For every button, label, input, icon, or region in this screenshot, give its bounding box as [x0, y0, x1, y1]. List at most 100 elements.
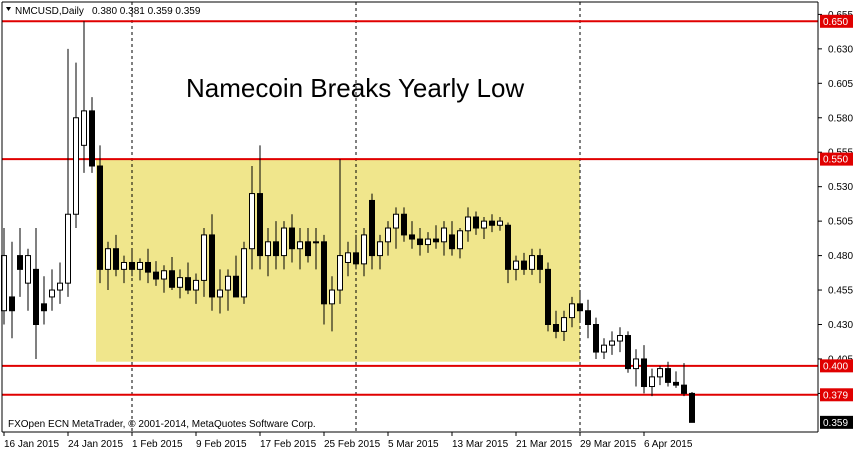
candle [473, 211, 479, 235]
candle-body-up [241, 248, 247, 298]
candle-body-up [393, 213, 399, 229]
candle [41, 276, 47, 325]
candle [257, 145, 263, 270]
candle [625, 331, 631, 373]
price-tick-label: 0.580 [828, 113, 853, 124]
candle [665, 361, 671, 387]
candle-body-down [665, 368, 671, 383]
candle [369, 193, 375, 270]
candle-body-up [177, 277, 183, 288]
candle-body-up [457, 230, 463, 250]
candle [409, 221, 415, 249]
candle [649, 368, 655, 397]
candle [321, 234, 327, 325]
candle [185, 262, 191, 295]
candle-body-up [281, 227, 287, 257]
candle-body-up [345, 252, 351, 263]
time-tick-label: 16 Jan 2015 [4, 439, 59, 450]
candle-body-up [425, 238, 431, 246]
candle [265, 228, 271, 277]
time-tick-label: 5 Mar 2015 [388, 439, 439, 450]
symbol-label: NMCUSD,Daily [15, 6, 84, 17]
candle [681, 363, 687, 397]
candle [329, 276, 335, 332]
candle [25, 248, 31, 311]
level-badge-bg [820, 152, 853, 166]
candle-body-down [473, 216, 479, 229]
time-tick-label: 24 Jan 2015 [68, 439, 123, 450]
time-tick-label: 13 Mar 2015 [452, 439, 509, 450]
candle-body-down [185, 277, 191, 291]
candle-body-up [465, 216, 471, 232]
candle [601, 338, 607, 359]
candle [497, 217, 503, 231]
candle [641, 345, 647, 394]
price-tick-label: 0.505 [828, 217, 853, 228]
candle [361, 228, 367, 277]
footer-copyright: FXOpen ECN MetaTrader, © 2001-2014, Meta… [8, 419, 316, 430]
level-badge: 0.650 [820, 14, 853, 28]
candle [273, 221, 279, 270]
candle [225, 269, 231, 311]
candle [385, 221, 391, 256]
candle [57, 262, 63, 304]
candle [145, 248, 151, 284]
time-tick-label: 21 Mar 2015 [516, 439, 573, 450]
candle-body-down [273, 241, 279, 257]
candle-body-down [449, 234, 455, 250]
candle-body-down [417, 238, 423, 246]
candle [217, 269, 223, 314]
candle [449, 221, 455, 256]
candle [521, 252, 527, 275]
candle [377, 234, 383, 270]
candle-body-up [617, 335, 623, 342]
level-badge: 0.400 [820, 359, 853, 373]
candle-body-down [153, 271, 159, 280]
candle-body-down [681, 384, 687, 394]
candle [161, 265, 167, 293]
time-tick-label: 9 Feb 2015 [196, 439, 247, 450]
dropdown-triangle-icon[interactable] [6, 7, 11, 11]
candle [569, 296, 575, 328]
candle-body-up [225, 275, 231, 291]
candle [281, 221, 287, 270]
candle [113, 234, 119, 277]
candle [153, 261, 159, 286]
candle [513, 255, 519, 281]
candle-body-up [337, 255, 343, 291]
candle [393, 207, 399, 249]
candle [121, 255, 127, 284]
candle-body-up [73, 117, 79, 215]
candle [9, 241, 15, 339]
candles [1, 21, 695, 423]
candle [129, 248, 135, 277]
candle [609, 331, 615, 355]
chart-annotation: Namecoin Breaks Yearly Low [186, 73, 524, 103]
candle-body-down [305, 241, 311, 257]
candle-body-up [569, 303, 575, 319]
candle [337, 159, 343, 304]
candle-body-up [529, 255, 535, 270]
candle-body-up [481, 220, 487, 229]
candle [297, 228, 303, 270]
time-tick-label: 29 Mar 2015 [580, 439, 637, 450]
candle-body-down [433, 238, 439, 243]
candle [577, 290, 583, 322]
candle [241, 241, 247, 304]
level-badge: 0.379 [820, 388, 853, 402]
candle [465, 207, 471, 242]
last-price-badge-label: 0.359 [823, 418, 848, 429]
candle-body-up [609, 340, 615, 346]
candle-body-down [641, 358, 647, 388]
candle-body-down [89, 110, 95, 167]
candle-body-down [17, 255, 23, 270]
time-tick-label: 6 Apr 2015 [644, 439, 693, 450]
candle [545, 262, 551, 332]
candle [233, 255, 239, 298]
price-tick-label: 0.430 [828, 320, 853, 331]
candle [169, 256, 175, 291]
candle-body-down [369, 199, 375, 257]
candle-body-up [57, 282, 63, 291]
candle [553, 310, 559, 339]
